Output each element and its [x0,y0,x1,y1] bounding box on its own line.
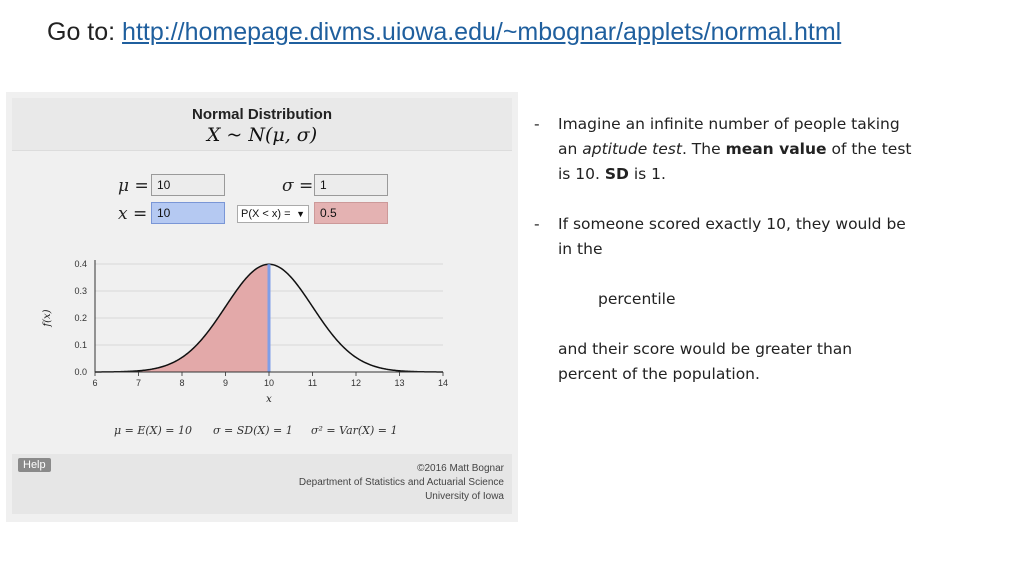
density-chart: 0.0 0.1 0.2 0.3 0.4 6 7 8 9 10 11 12 13 14 x f(x) [42,259,448,405]
bullet-dash: - [534,115,540,133]
applet-title-panel: Normal Distribution X ~ N(μ, σ) [12,98,512,151]
mu-label: μ = [118,176,149,196]
x-tick-label: 10 [264,378,274,388]
note-text: an [558,140,583,158]
applet-url-link[interactable]: http://homepage.divms.uiowa.edu/~mbognar… [122,18,842,46]
note-text: is 1. [628,165,666,183]
applet-title: Normal Distribution [191,106,332,123]
sd-formula: σ = SD(X) = 1 [213,424,293,437]
x-tick-label: 13 [394,378,404,388]
y-tick-label: 0.1 [74,340,87,350]
credits: ©2016 Matt Bognar Department of Statisti… [299,462,504,504]
chevron-down-icon: ▼ [296,209,305,219]
x-input[interactable]: 10 [151,202,225,224]
note-line: Imagine an infinite number of people tak… [558,115,900,133]
y-axis-label: f(x) [42,309,53,327]
shaded-area [95,264,269,372]
variance-formula: σ² = Var(X) = 1 [311,424,398,437]
bullet-score: - If someone scored exactly 10, they wou… [534,212,954,262]
x-tick-label: 9 [223,378,228,388]
probability-select-label: P(X < x) = [241,208,291,220]
x-tick-label: 11 [308,378,317,388]
goto-prefix: Go to: [47,18,123,46]
percentile-word: percentile [598,290,676,308]
applet-screenshot: Normal Distribution X ~ N(μ, σ) μ = 10 σ… [6,92,518,522]
bullet-dash: - [534,215,540,233]
x-tick-label: 14 [438,378,448,388]
y-tick-label: 0.3 [74,286,87,296]
credit-line: Department of Statistics and Actuarial S… [298,477,504,488]
y-tick-label: 0.2 [74,313,87,323]
chart-layer: 0.0 0.1 0.2 0.3 0.4 6 7 8 9 10 11 12 13 14 x f(x) [42,259,448,405]
note-bold: SD [604,165,629,183]
credit-line: University of Iowa [425,491,504,502]
note-italic: aptitude test [582,140,682,158]
mu-input[interactable]: 10 [151,174,225,196]
note-line: in the [558,240,603,258]
note-line: percent of the population. [558,365,760,383]
help-button[interactable]: Help [18,458,51,472]
notes-text: - Imagine an infinite number of people t… [534,112,954,387]
note-bold: mean value [725,140,827,158]
y-tick-label: 0.0 [74,367,87,377]
sigma-input[interactable]: 1 [314,174,388,196]
y-tick-label: 0.4 [74,259,87,269]
note-line: If someone scored exactly 10, they would… [558,215,906,233]
note-line: is 10. SD is 1. [558,162,954,187]
probability-type-select[interactable]: P(X < x) = ▼ [237,205,309,223]
applet-footer: Help ©2016 Matt Bognar Department of Sta… [12,454,512,514]
probability-output: 0.5 [314,202,388,224]
x-label: x = [118,204,148,224]
credit-line: ©2016 Matt Bognar [417,463,504,474]
note-text: of the test [826,140,912,158]
mean-formula: μ = E(X) = 10 [114,424,193,437]
note-text: . The [681,140,726,158]
goto-line: Go to: http://homepage.divms.uiowa.edu/~… [47,18,841,47]
note-text: is 10. [558,165,605,183]
x-tick-label: 6 [92,378,97,388]
bullet-aptitude: - Imagine an infinite number of people t… [534,112,954,187]
note-line: and their score would be greater than [558,340,853,358]
x-tick-label: 8 [179,378,184,388]
x-tick-label: 7 [136,378,141,388]
x-axis-label: x [266,394,272,405]
note-line: an aptitude test. The mean value of the … [558,137,954,162]
distribution-formula: X ~ N(μ, σ) [206,124,318,146]
x-tick-label: 12 [351,378,361,388]
sigma-label: σ = [282,176,314,196]
